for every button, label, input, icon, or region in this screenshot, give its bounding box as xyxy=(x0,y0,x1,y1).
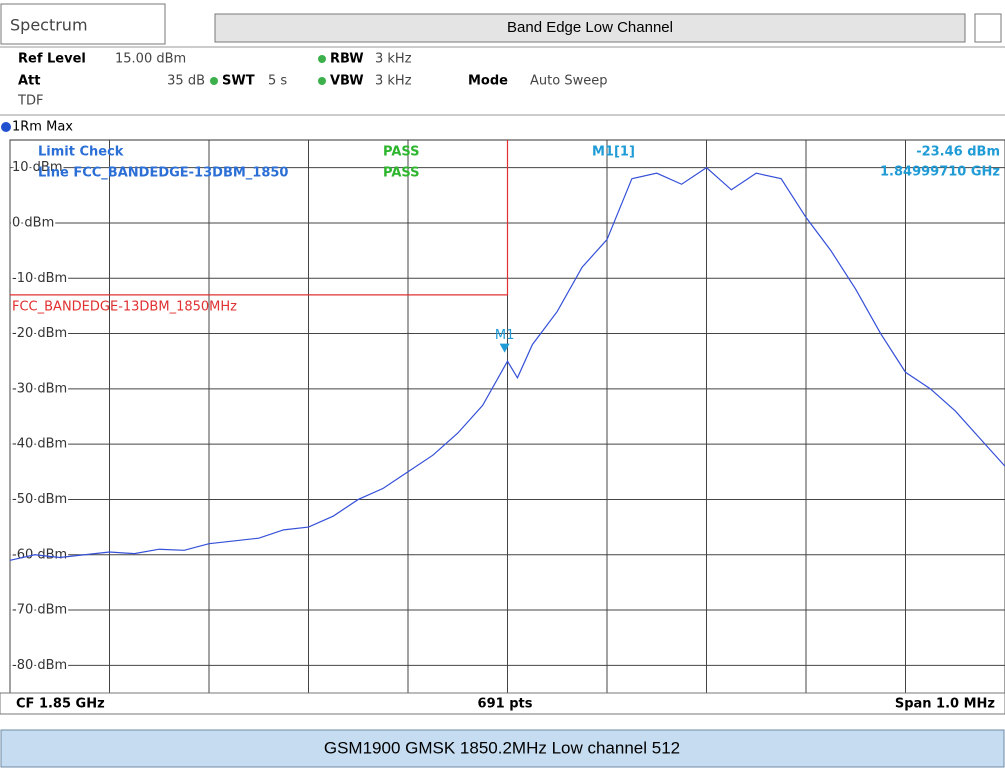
y-tick-label: -80 dBm xyxy=(12,658,67,673)
trace-label: 1Rm Max xyxy=(12,120,73,135)
y-tick-label: -20 dBm xyxy=(12,326,67,341)
trace xyxy=(9,166,1005,561)
swt-label: SWT xyxy=(222,74,255,89)
mode-value: Auto Sweep xyxy=(530,74,607,89)
marker-label: M1 xyxy=(495,328,515,343)
y-tick-label: -50 dBm xyxy=(12,492,67,507)
title-bar xyxy=(214,13,966,43)
y-tick-label: -10 dBm xyxy=(12,271,67,286)
marker xyxy=(499,343,510,353)
ref-label: Ref Level xyxy=(18,52,86,67)
marker-readout-y: -23.46 dBm xyxy=(916,145,1000,160)
y-tick-label: -30 dBm xyxy=(12,381,67,396)
tdf: TDF xyxy=(17,94,43,109)
limit-line xyxy=(10,140,509,296)
limit-check-line: Line FCC_BANDEDGE-13DBM_1850 xyxy=(38,166,288,181)
limit-check-title: Limit Check xyxy=(38,145,124,160)
tab-label: Spectrum xyxy=(10,16,88,35)
vbw-value: 3 kHz xyxy=(375,74,412,89)
footer-left: CF 1.85 GHz xyxy=(16,697,105,712)
rbw-value: 3 kHz xyxy=(375,52,412,67)
marker-readout-name: M1[1] xyxy=(592,145,635,160)
dot xyxy=(318,55,326,63)
swt-value: 5 s xyxy=(268,74,287,89)
att-value: 35 dB xyxy=(167,74,205,89)
vbw-label: VBW xyxy=(330,74,364,89)
footer-right: Span 1.0 MHz xyxy=(895,697,995,712)
y-tick-label: -70 dBm xyxy=(12,603,67,618)
mode-label: Mode xyxy=(468,74,508,89)
rbw-label: RBW xyxy=(330,52,364,67)
trace-dot xyxy=(1,122,11,132)
marker-readout-x: 1.84999710 GHz xyxy=(880,165,1000,180)
limit-label: FCC_BANDEDGE-13DBM_1850MHz xyxy=(12,299,237,314)
limit-check-result: PASS xyxy=(383,145,420,160)
limit-check-line-result: PASS xyxy=(383,166,420,181)
y-tick-label: 10 dBm xyxy=(12,160,63,175)
footer-center: 691 pts xyxy=(478,697,533,712)
ref-value: 15.00 dBm xyxy=(115,52,186,67)
dot xyxy=(318,77,326,85)
tab[interactable] xyxy=(0,3,166,45)
caption-box xyxy=(0,729,1005,768)
dot xyxy=(210,77,218,85)
title: Band Edge Low Channel xyxy=(507,19,673,36)
y-tick-label: -40 dBm xyxy=(12,437,67,452)
caption: GSM1900 GMSK 1850.2MHz Low channel 512 xyxy=(324,738,680,757)
y-tick-label: 0 dBm xyxy=(12,215,54,230)
menu-icon[interactable] xyxy=(974,13,1002,43)
footer-bar xyxy=(0,692,1005,715)
att-label: Att xyxy=(18,74,41,89)
